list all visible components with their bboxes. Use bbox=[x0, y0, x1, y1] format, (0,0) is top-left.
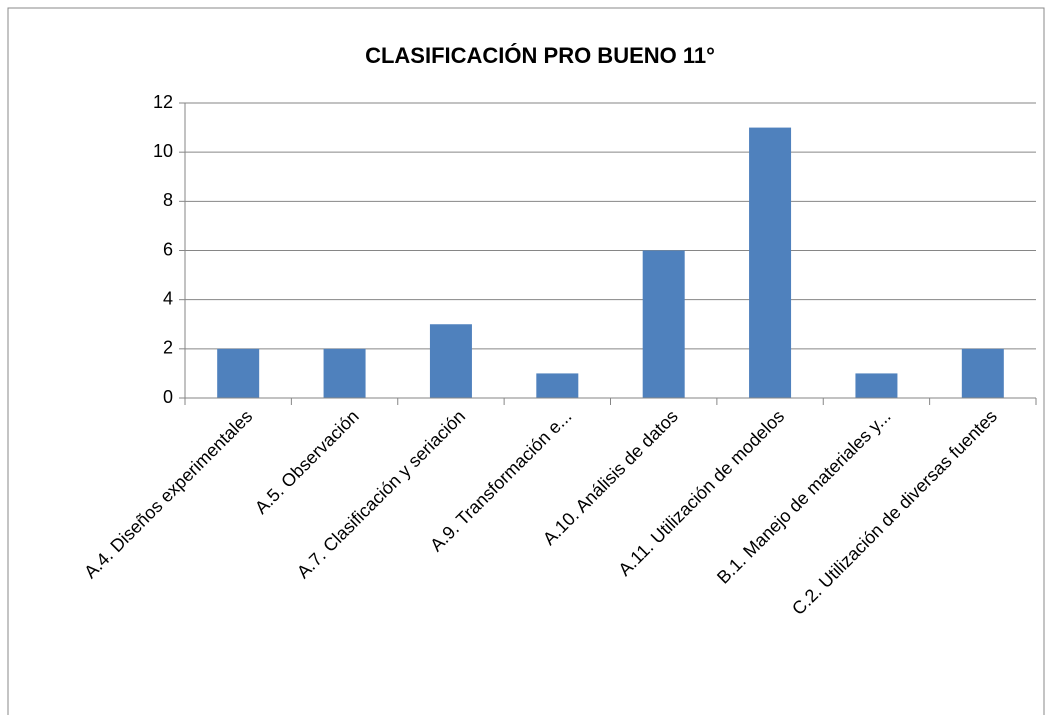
bar bbox=[749, 127, 792, 398]
bar bbox=[536, 373, 579, 398]
bar bbox=[642, 250, 685, 398]
bar bbox=[855, 373, 898, 398]
bar bbox=[323, 348, 366, 398]
y-tick-label: 0 bbox=[163, 387, 173, 407]
y-tick-label: 10 bbox=[153, 141, 173, 161]
y-tick-label: 8 bbox=[163, 190, 173, 210]
y-tick-label: 6 bbox=[163, 239, 173, 259]
y-tick-label: 12 bbox=[153, 92, 173, 112]
y-tick-label: 2 bbox=[163, 338, 173, 358]
bar bbox=[217, 348, 260, 398]
chart-border bbox=[7, 7, 1045, 715]
y-tick-label: 4 bbox=[163, 288, 173, 308]
bar bbox=[961, 348, 1004, 398]
chart-title: CLASIFICACIÓN PRO BUENO 11° bbox=[365, 43, 715, 68]
bar bbox=[429, 324, 472, 398]
